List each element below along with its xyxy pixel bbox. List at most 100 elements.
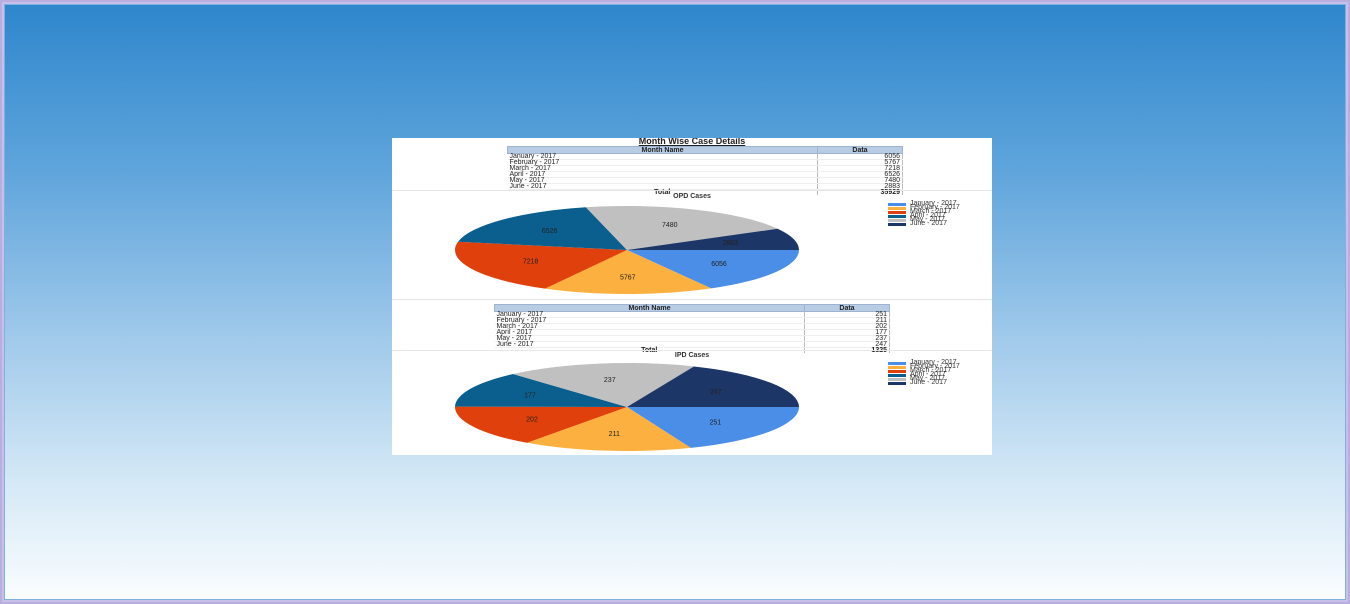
month-cell: February - 2017 bbox=[507, 159, 818, 166]
pie-slice bbox=[458, 207, 627, 250]
legend-swatch bbox=[888, 218, 906, 222]
pie-slice-label: 2883 bbox=[722, 240, 738, 247]
table-row: January - 2017 6056 bbox=[507, 153, 903, 160]
value-cell: 6056 bbox=[817, 153, 903, 160]
legend-item: March - 2017 bbox=[888, 367, 960, 374]
legend-item: May - 2017 bbox=[888, 375, 960, 382]
legend-label: January - 2017 bbox=[910, 200, 957, 207]
legend-label: April - 2017 bbox=[910, 212, 946, 219]
value-cell: 6526 bbox=[817, 171, 903, 178]
value-cell: 251 bbox=[804, 311, 890, 318]
legend-item: January - 2017 bbox=[888, 200, 960, 207]
total-value: 35929 bbox=[817, 189, 903, 196]
value-cell: 202 bbox=[804, 323, 890, 330]
report-panel: Month Wise Case Details Month Name Data … bbox=[392, 138, 992, 455]
pie-slice bbox=[527, 407, 691, 451]
legend-item: April - 2017 bbox=[888, 212, 960, 219]
month-cell: March - 2017 bbox=[507, 165, 818, 172]
table-row: April - 2017 6526 bbox=[507, 171, 903, 178]
legend-item: February - 2017 bbox=[888, 204, 960, 211]
table-row: January - 2017 251 bbox=[494, 311, 890, 318]
value-cell: 7218 bbox=[817, 165, 903, 172]
legend-label: May - 2017 bbox=[910, 375, 946, 382]
legend-label: February - 2017 bbox=[910, 204, 960, 211]
month-cell: June - 2017 bbox=[494, 341, 805, 348]
table-row: February - 2017 5767 bbox=[507, 159, 903, 166]
pie-slice-label: 177 bbox=[524, 393, 536, 400]
legend-item: January - 2017 bbox=[888, 359, 960, 366]
pie-slice-label: 5767 bbox=[620, 274, 636, 281]
section-divider bbox=[392, 350, 992, 351]
legend-label: June - 2017 bbox=[910, 379, 947, 386]
table-row: May - 2017 7480 bbox=[507, 177, 903, 184]
month-cell: April - 2017 bbox=[494, 329, 805, 336]
month-cell: April - 2017 bbox=[507, 171, 818, 178]
pie-slice bbox=[627, 407, 799, 448]
ipd-data-table: Month Name Data January - 2017 251 Februa… bbox=[494, 304, 890, 354]
table-row: April - 2017 177 bbox=[494, 329, 890, 336]
legend-label: March - 2017 bbox=[910, 367, 952, 374]
legend-item: March - 2017 bbox=[888, 208, 960, 215]
opd-data-table: Month Name Data January - 2017 6056 Febru… bbox=[507, 146, 903, 196]
pie-slice-label: 247 bbox=[710, 389, 722, 396]
month-cell: May - 2017 bbox=[494, 335, 805, 342]
ipd-pie-chart: 251 211 202 177 237 247 bbox=[455, 363, 799, 451]
legend-label: February - 2017 bbox=[910, 363, 960, 370]
legend-swatch bbox=[888, 377, 906, 381]
value-cell: 237 bbox=[804, 335, 890, 342]
section-divider bbox=[392, 299, 992, 300]
legend-swatch bbox=[888, 365, 906, 369]
table-row: June - 2017 2883 bbox=[507, 183, 903, 190]
pie-slice-label: 6056 bbox=[711, 261, 727, 268]
legend-label: March - 2017 bbox=[910, 208, 952, 215]
pie-slice-label: 202 bbox=[526, 416, 538, 423]
value-cell: 247 bbox=[804, 341, 890, 348]
month-cell: February - 2017 bbox=[494, 317, 805, 324]
pie-slice-label: 6526 bbox=[542, 228, 558, 235]
month-cell: May - 2017 bbox=[507, 177, 818, 184]
legend-swatch bbox=[888, 361, 906, 365]
pie-slice bbox=[585, 206, 778, 250]
legend-item: May - 2017 bbox=[888, 216, 960, 223]
legend-item: February - 2017 bbox=[888, 363, 960, 370]
value-cell: 5767 bbox=[817, 159, 903, 166]
pie-slice bbox=[513, 363, 694, 407]
pie-slice bbox=[627, 366, 799, 407]
legend-swatch bbox=[888, 381, 906, 385]
report-title: Month Wise Case Details bbox=[638, 138, 746, 146]
pie-slice-label: 7480 bbox=[662, 222, 678, 229]
pie-slice bbox=[627, 250, 799, 289]
table-row: February - 2017 211 bbox=[494, 317, 890, 324]
table-row: March - 2017 202 bbox=[494, 323, 890, 330]
value-cell: 177 bbox=[804, 329, 890, 336]
legend-item: June - 2017 bbox=[888, 220, 960, 227]
table-row: June - 2017 247 bbox=[494, 341, 890, 348]
pie-slice-label: 7218 bbox=[523, 259, 539, 266]
opd-chart-legend: January - 2017 February - 2017 March - 201… bbox=[888, 200, 960, 227]
ipd-chart-legend: January - 2017 February - 2017 March - 201… bbox=[888, 359, 960, 386]
pie-slice-label: 251 bbox=[709, 419, 721, 426]
column-header-data: Data bbox=[804, 304, 890, 312]
legend-swatch bbox=[888, 369, 906, 373]
table-row: May - 2017 237 bbox=[494, 335, 890, 342]
legend-item: April - 2017 bbox=[888, 371, 960, 378]
month-cell: March - 2017 bbox=[494, 323, 805, 330]
value-cell: 2883 bbox=[817, 183, 903, 190]
section-divider bbox=[392, 190, 992, 191]
legend-item: June - 2017 bbox=[888, 379, 960, 386]
pie-slice-label: 211 bbox=[609, 431, 620, 438]
pie-slice bbox=[455, 241, 627, 289]
pie-slice-label: 237 bbox=[604, 377, 616, 384]
opd-chart-title: OPD Cases bbox=[673, 193, 711, 200]
pie-slice bbox=[455, 374, 627, 407]
value-cell: 7480 bbox=[817, 177, 903, 184]
total-row: Total 35929 bbox=[507, 189, 903, 196]
legend-label: May - 2017 bbox=[910, 216, 946, 223]
legend-swatch bbox=[888, 373, 906, 377]
month-cell: January - 2017 bbox=[507, 153, 818, 160]
ipd-chart-title: IPD Cases bbox=[674, 352, 710, 359]
value-cell: 211 bbox=[804, 317, 890, 324]
total-label: Total bbox=[507, 189, 818, 196]
legend-swatch bbox=[888, 222, 906, 226]
table-row: March - 2017 7218 bbox=[507, 165, 903, 172]
